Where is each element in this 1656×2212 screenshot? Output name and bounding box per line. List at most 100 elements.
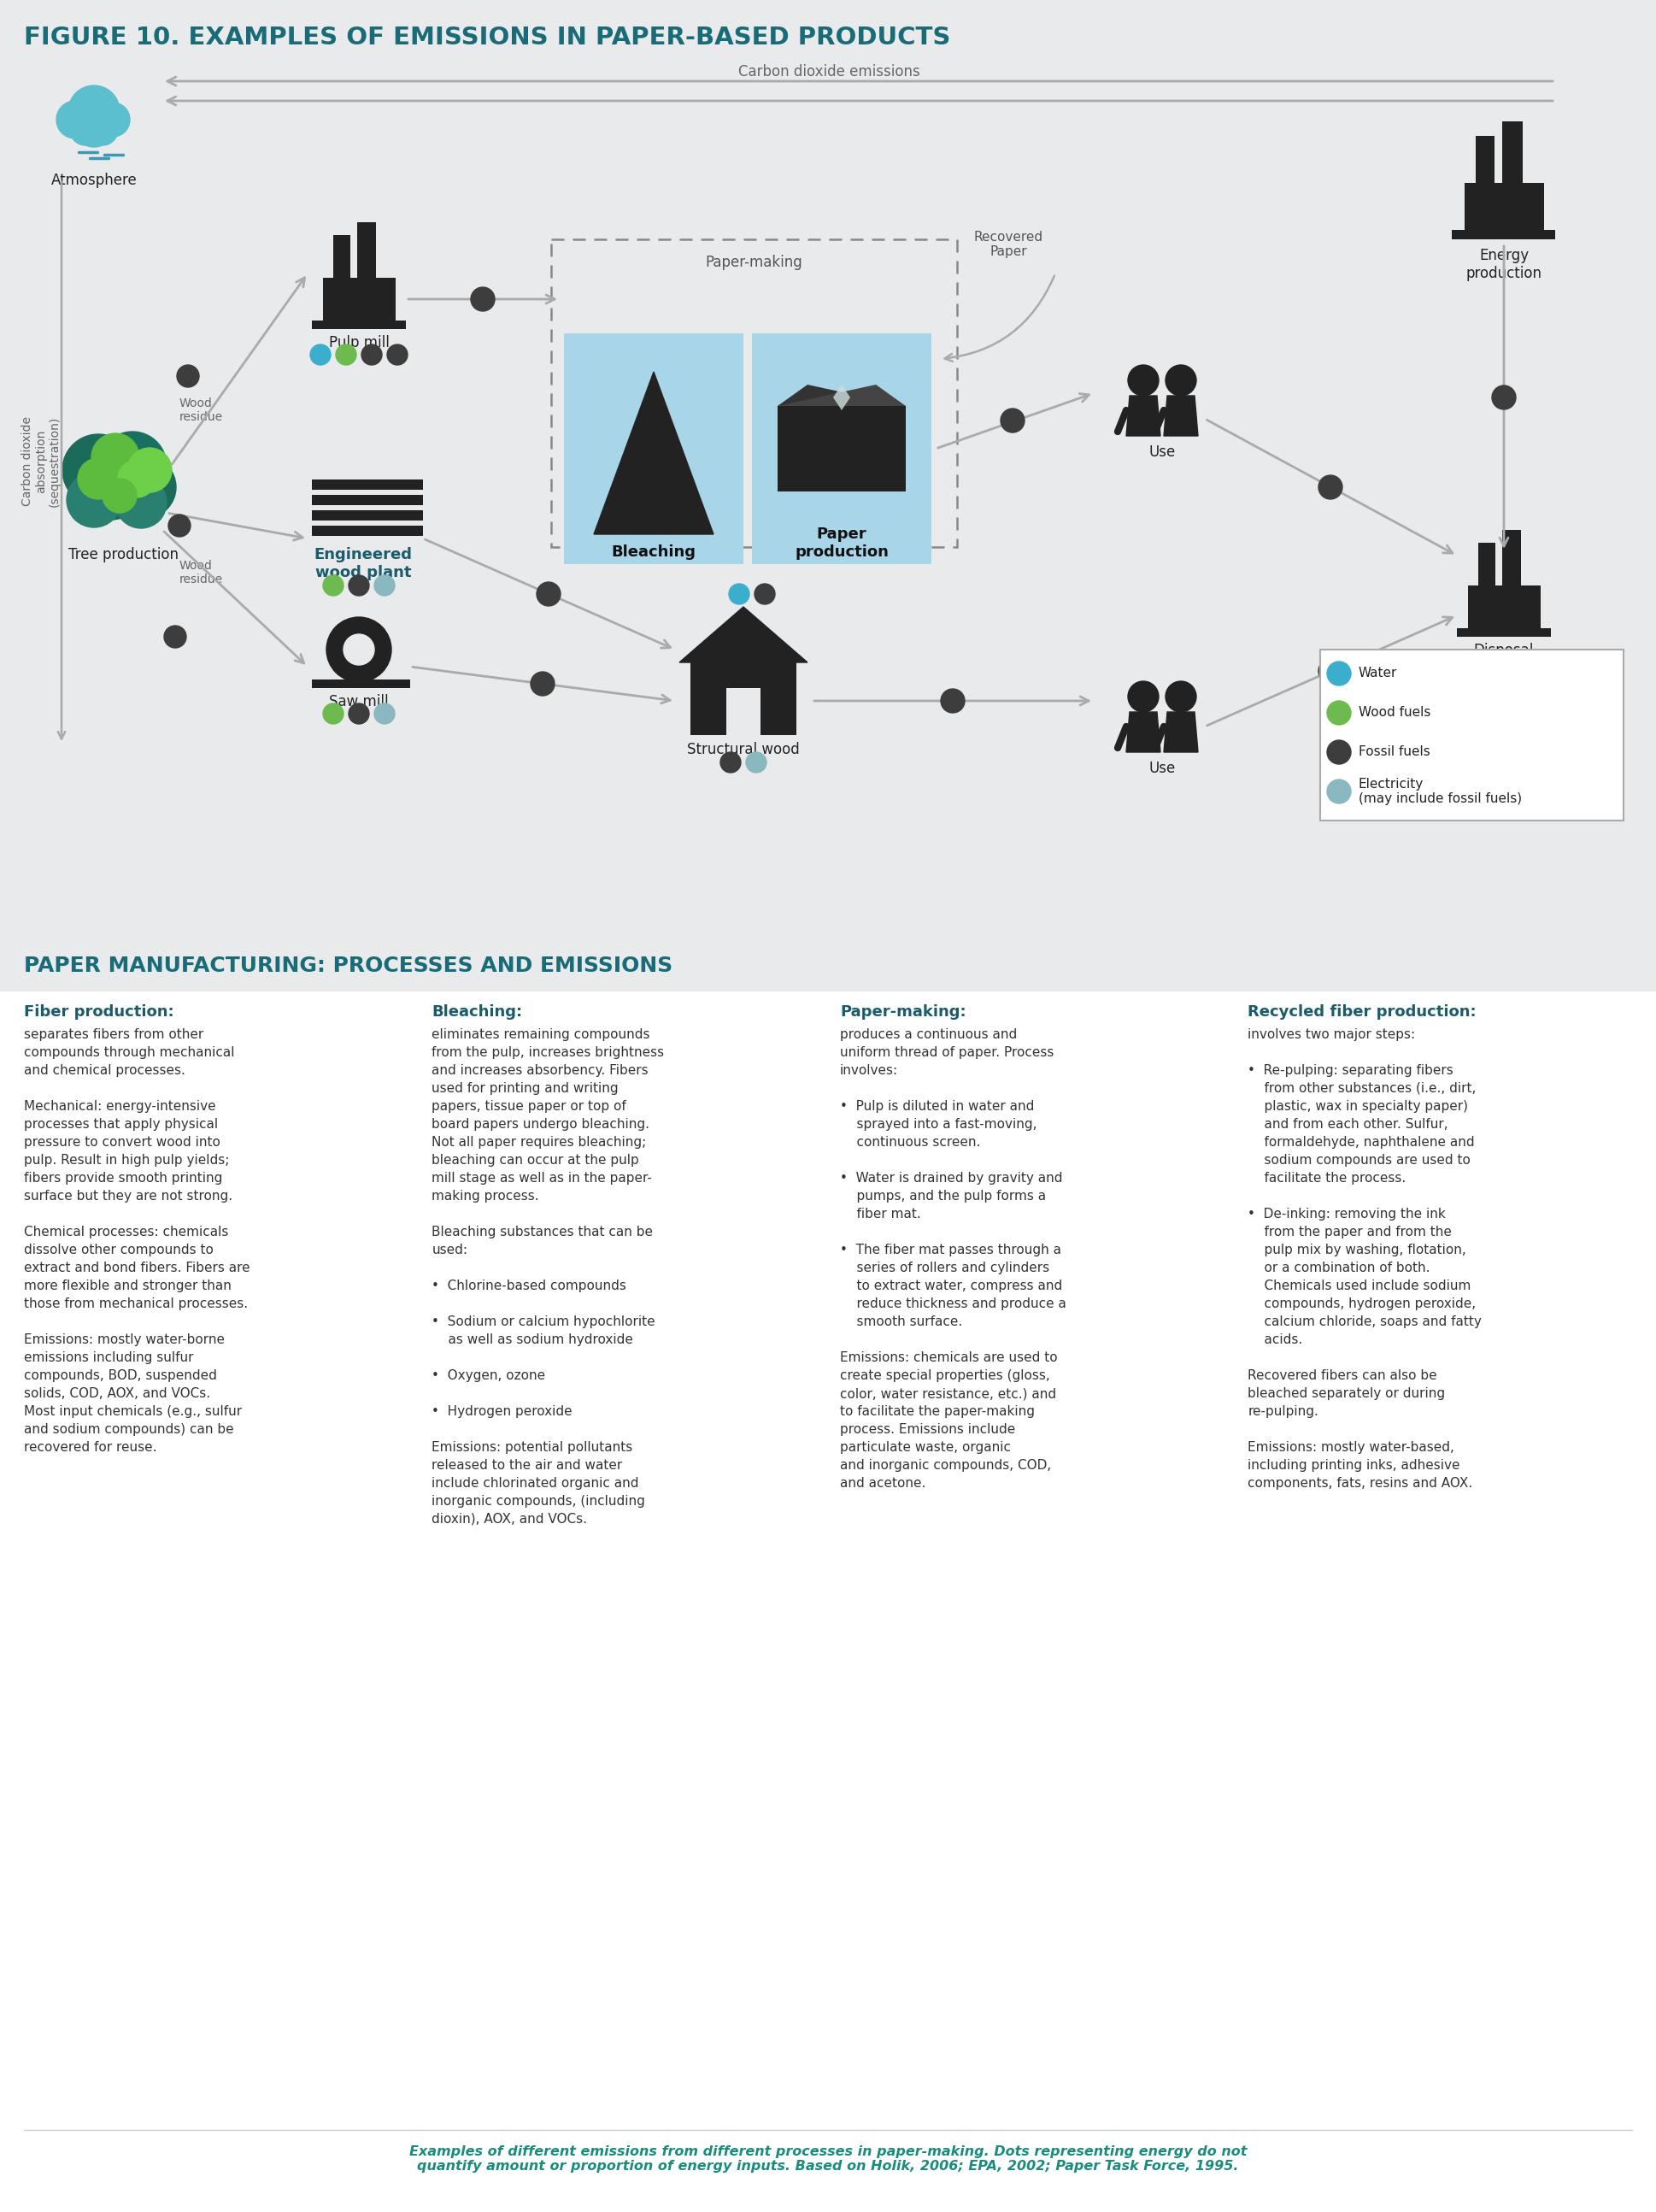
Polygon shape (778, 385, 906, 407)
Circle shape (63, 434, 134, 507)
Bar (727, 688, 760, 734)
Circle shape (1326, 779, 1351, 803)
Circle shape (326, 617, 391, 681)
Bar (691, 661, 797, 734)
Circle shape (1318, 659, 1343, 684)
Circle shape (941, 688, 965, 712)
Text: Use: Use (1149, 761, 1176, 776)
Polygon shape (778, 385, 906, 407)
Text: Carbon dioxide emissions: Carbon dioxide emissions (739, 64, 919, 80)
Text: Engineered
wood plant: Engineered wood plant (315, 546, 412, 580)
Text: Disposal: Disposal (1474, 644, 1533, 659)
Circle shape (88, 115, 118, 146)
Circle shape (66, 473, 121, 526)
Circle shape (323, 703, 343, 723)
Circle shape (1326, 741, 1351, 763)
Text: Atmosphere: Atmosphere (51, 173, 137, 188)
Bar (0, 945, 1656, 2212)
Bar (778, 407, 906, 491)
Bar (0, 0, 1656, 945)
Circle shape (169, 515, 190, 538)
Bar (323, 279, 396, 321)
Text: Recovered
Paper: Recovered Paper (974, 230, 1043, 259)
Text: Saw mill: Saw mill (330, 695, 389, 710)
Bar (311, 321, 406, 330)
Circle shape (1166, 681, 1196, 712)
Circle shape (470, 288, 495, 312)
Circle shape (1318, 476, 1343, 500)
Circle shape (349, 575, 369, 595)
Bar (1479, 542, 1495, 586)
Circle shape (56, 102, 94, 139)
Bar (311, 480, 422, 489)
Bar (1457, 628, 1552, 637)
Circle shape (78, 456, 144, 520)
Text: Energy
production: Energy production (1466, 248, 1542, 281)
Text: produces a continuous and
uniform thread of paper. Process
involves:

•  Pulp is: produces a continuous and uniform thread… (840, 1029, 1066, 1489)
Text: Fossil fuels: Fossil fuels (1358, 745, 1431, 759)
Circle shape (530, 672, 555, 697)
Text: Tree production: Tree production (70, 546, 179, 562)
Text: Paper-making:: Paper-making: (840, 1004, 965, 1020)
Circle shape (336, 345, 356, 365)
Circle shape (78, 458, 119, 500)
Polygon shape (679, 606, 808, 661)
Circle shape (1326, 701, 1351, 726)
Circle shape (349, 703, 369, 723)
Text: Pulp mill: Pulp mill (328, 334, 389, 349)
Circle shape (755, 584, 775, 604)
Circle shape (70, 115, 101, 146)
Circle shape (164, 626, 185, 648)
Polygon shape (1126, 396, 1161, 436)
Polygon shape (1164, 712, 1197, 752)
Text: separates fibers from other
compounds through mechanical
and chemical processes.: separates fibers from other compounds th… (23, 1029, 250, 1453)
Circle shape (1166, 365, 1196, 396)
Text: PAPER MANUFACTURING: PROCESSES AND EMISSIONS: PAPER MANUFACTURING: PROCESSES AND EMISS… (23, 956, 672, 975)
Text: Paper-making: Paper-making (705, 254, 803, 270)
Circle shape (1326, 661, 1351, 686)
Text: Electricity
(may include fossil fuels): Electricity (may include fossil fuels) (1358, 779, 1522, 805)
Polygon shape (1164, 396, 1197, 436)
Circle shape (745, 752, 767, 772)
Circle shape (323, 575, 343, 595)
Circle shape (1128, 681, 1159, 712)
Bar (311, 526, 422, 535)
Bar (311, 511, 422, 520)
Circle shape (537, 582, 560, 606)
Text: Carbon dioxide
absorption
(sequestration): Carbon dioxide absorption (sequestration… (22, 416, 61, 507)
Circle shape (374, 575, 394, 595)
Circle shape (96, 102, 129, 137)
Circle shape (68, 86, 119, 137)
Bar (311, 679, 411, 688)
Bar (752, 334, 931, 564)
Text: Use: Use (1149, 445, 1176, 460)
Circle shape (374, 703, 394, 723)
Circle shape (1128, 365, 1159, 396)
Text: Water: Water (1358, 668, 1398, 679)
Text: Fiber production:: Fiber production: (23, 1004, 174, 1020)
Circle shape (388, 345, 407, 365)
Circle shape (103, 478, 137, 513)
Text: Wood
residue: Wood residue (179, 560, 224, 586)
Text: eliminates remaining compounds
from the pulp, increases brightness
and increases: eliminates remaining compounds from the … (432, 1029, 664, 1526)
Bar (1502, 531, 1520, 586)
Circle shape (720, 752, 740, 772)
Polygon shape (833, 385, 850, 409)
Circle shape (343, 635, 374, 666)
Circle shape (118, 460, 156, 498)
Text: involves two major steps:

•  Re-pulping: separating fibers
    from other subst: involves two major steps: • Re-pulping: … (1249, 1029, 1482, 1489)
Circle shape (98, 431, 167, 500)
Bar (311, 495, 422, 504)
Bar (1320, 650, 1623, 821)
Circle shape (361, 345, 383, 365)
Circle shape (310, 345, 331, 365)
Text: Wood fuels: Wood fuels (1358, 706, 1431, 719)
Circle shape (1000, 409, 1025, 434)
Circle shape (177, 365, 199, 387)
Polygon shape (1126, 712, 1161, 752)
Polygon shape (595, 372, 714, 533)
Circle shape (73, 106, 114, 146)
Circle shape (1492, 385, 1515, 409)
Circle shape (729, 584, 750, 604)
Text: Recycled fiber production:: Recycled fiber production: (1249, 1004, 1477, 1020)
